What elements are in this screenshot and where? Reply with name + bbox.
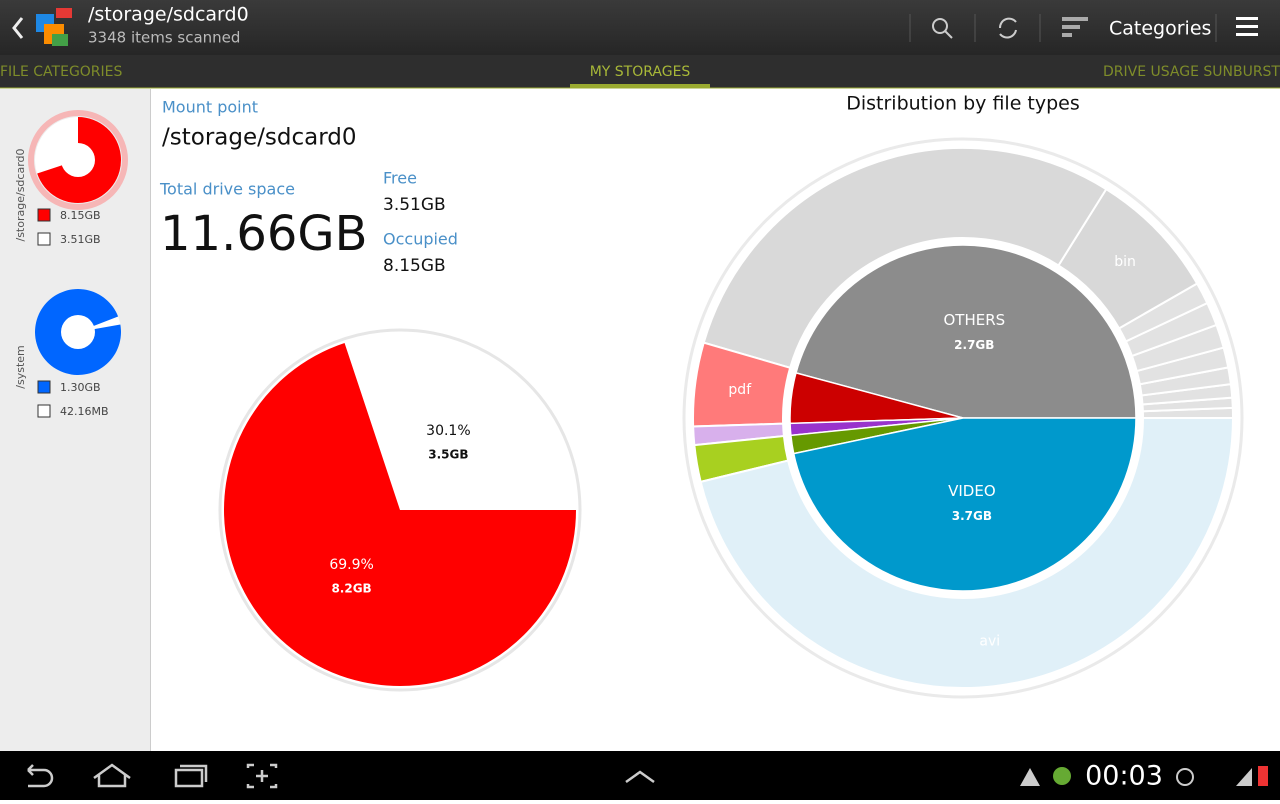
overflow-menu[interactable] [1236,17,1258,36]
pie-percent: 69.9% [329,557,373,573]
legend-text: 1.30GB [60,381,101,394]
legend-swatch [37,232,51,246]
clock: 00:03 [1085,761,1163,792]
pie-slice [344,334,576,510]
title: /storage/sdcard0 [88,4,249,26]
legend-text: 42.16MB [60,405,109,418]
pie-slice [224,342,576,686]
inner-size: 2.7GB [954,338,994,352]
inner-segment [795,244,1137,419]
legend-text: 3.51GB [60,233,101,246]
status-icons [1020,766,1268,786]
occupied-space: 8.15GB [383,256,446,276]
legend-text: 8.15GB [60,209,101,222]
tab-bar [0,55,1280,88]
app-icon [36,8,72,46]
outer-segment [699,417,1235,689]
tab-indicator [570,84,710,88]
back-icon[interactable] [12,17,24,39]
label: Free [383,169,417,188]
donut-hole [61,143,95,177]
legend-swatch [37,380,51,394]
storage-name: /storage/sdcard0 [14,148,27,241]
total-space: 11.66GB [160,206,368,262]
pie-size: 3.5GB [428,447,468,461]
menu-label[interactable]: Categories [1109,18,1211,40]
tab[interactable]: FILE CATEGORIES [0,64,123,80]
legend-swatch [37,404,51,418]
label: Mount point [162,98,258,117]
search-icon[interactable] [932,18,953,39]
outer-label: avi [979,633,1000,649]
inner-label: VIDEO [948,482,996,500]
sunburst-title: Distribution by file types [846,93,1080,115]
pie-percent: 30.1% [426,423,470,439]
nav-buttons[interactable] [27,763,655,789]
donut-hole [61,315,95,349]
pie-size: 8.2GB [331,582,371,596]
sort-icon[interactable] [1062,17,1088,37]
tab[interactable]: DRIVE USAGE SUNBURST [1103,64,1280,80]
label: Occupied [383,230,458,249]
outer-label: pdf [728,382,752,398]
inner-size: 3.7GB [952,509,992,523]
outer-segment [702,147,1108,370]
legend-swatch [37,208,51,222]
subtitle: 3348 items scanned [88,29,240,47]
donut-glow [28,110,128,210]
free-space: 3.51GB [383,195,446,215]
refresh-icon[interactable] [998,17,1017,39]
outer-label: bin [1114,254,1136,270]
inner-segment [792,417,1137,592]
label: Total drive space [159,180,295,199]
tab[interactable]: MY STORAGES [590,64,691,80]
mount-point: /storage/sdcard0 [162,125,356,151]
storage-name: /system [14,345,27,388]
inner-label: OTHERS [943,311,1005,329]
